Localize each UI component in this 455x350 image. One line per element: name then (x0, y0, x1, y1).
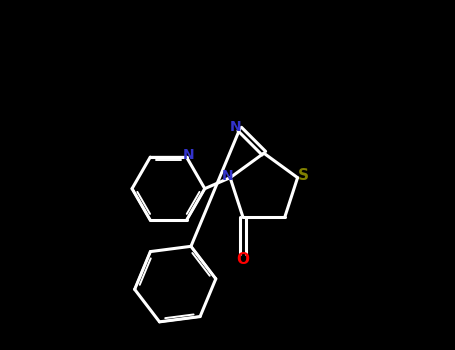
Text: N: N (229, 120, 241, 134)
Text: S: S (298, 168, 308, 183)
Text: O: O (237, 252, 249, 267)
Text: N: N (222, 169, 234, 183)
Text: N: N (183, 148, 195, 162)
